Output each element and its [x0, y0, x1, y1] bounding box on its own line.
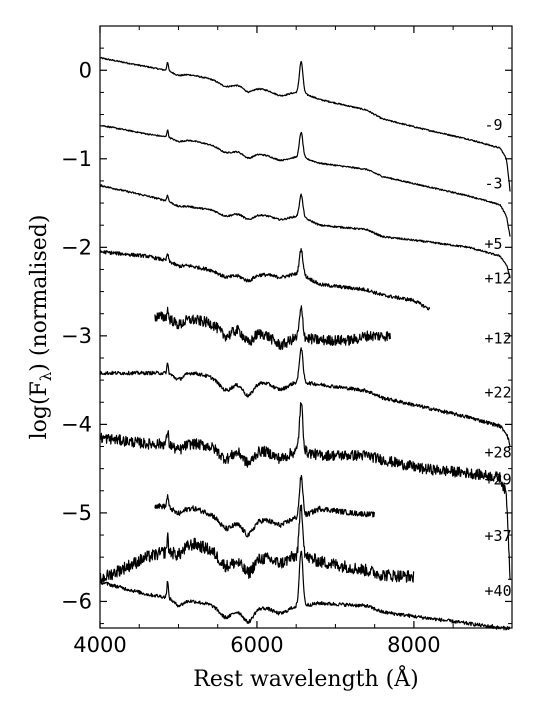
spectrum-line	[154, 474, 375, 538]
ticks-layer: 4000 6000 8000 0 −1 −2 −3 −4 −5 −6	[61, 25, 512, 657]
x-tick-label: 8000	[387, 633, 440, 657]
y-axis-label-suffix: ) (normalised)	[27, 215, 52, 372]
phase-label: +40	[485, 582, 512, 600]
y-tick-label: −2	[61, 235, 92, 259]
phase-label: +12	[485, 330, 512, 348]
spectrum-line	[99, 56, 511, 192]
y-tick-label: −6	[61, 589, 92, 613]
y-axis-label-main: log(F	[27, 381, 52, 439]
x-tick-label: 6000	[230, 633, 283, 657]
phase-label: -9	[485, 116, 503, 134]
phase-label: +5	[485, 235, 503, 253]
phase-labels: -9 -3 +5 +12 +12 +22 +28 +29 +37 +40	[485, 116, 512, 600]
phase-label: +12	[485, 269, 512, 287]
y-tick-label: −1	[61, 147, 92, 171]
phase-label: +28	[485, 444, 512, 462]
series-layer	[99, 56, 511, 631]
x-axis-label: Rest wavelength (Å)	[193, 664, 418, 692]
spectrum-line	[99, 184, 511, 279]
spectrum-line	[99, 550, 511, 631]
spectrum-line	[99, 504, 415, 583]
y-axis-label: log(Fλ) (normalised)	[27, 215, 55, 440]
y-tick-label: 0	[79, 58, 92, 82]
y-tick-label: −4	[61, 412, 92, 436]
x-tick-label: 4000	[73, 633, 126, 657]
phase-label: +22	[485, 384, 512, 402]
y-tick-label: −5	[61, 501, 92, 525]
phase-label: +37	[485, 527, 512, 545]
plot-frame	[99, 25, 513, 629]
phase-label: -3	[485, 175, 503, 193]
spectrum-line	[99, 347, 511, 447]
phase-label: +29	[485, 470, 512, 488]
spectrum-line	[99, 124, 511, 237]
spectrum-line	[99, 248, 431, 311]
spectrum-line	[154, 305, 391, 351]
spectrum-line	[99, 402, 511, 581]
y-tick-label: −3	[61, 324, 92, 348]
y-axis-label-sub: λ	[37, 371, 55, 381]
